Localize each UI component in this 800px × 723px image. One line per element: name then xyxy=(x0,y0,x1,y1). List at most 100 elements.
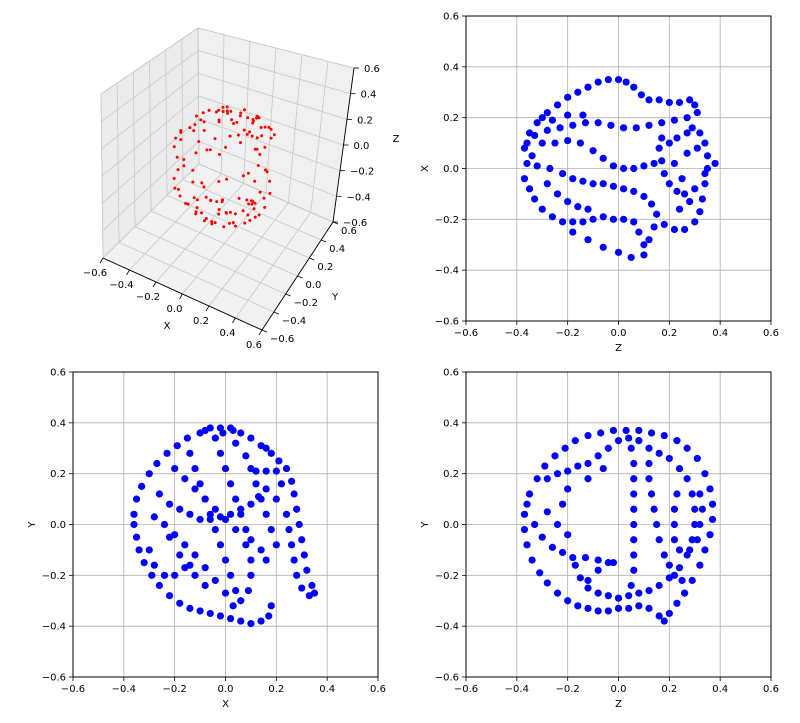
scatter-panel-top-right: −0.6−0.6 −0.4 −0.4 −0.2 −0.2 0.0 0.0 0.2 0.2 0.4 0… xyxy=(420,12,779,355)
data-point xyxy=(647,200,656,208)
data-point-3d xyxy=(235,120,239,124)
data-point xyxy=(635,602,643,610)
data-point xyxy=(140,559,148,567)
data-point xyxy=(548,116,557,124)
data-point xyxy=(625,592,633,600)
data-point xyxy=(293,505,301,513)
data-point xyxy=(155,581,164,590)
data-point xyxy=(655,449,663,457)
y-tick-label: −0.2 xyxy=(435,215,459,226)
data-point xyxy=(287,541,296,549)
data-point-3d xyxy=(263,125,267,129)
data-point xyxy=(257,546,265,554)
data-point xyxy=(630,520,638,529)
x-tick-label: 0.2 xyxy=(193,316,209,327)
y-tick-label: −0.4 xyxy=(435,622,459,633)
data-point xyxy=(267,602,275,610)
data-point xyxy=(686,197,694,206)
data-point xyxy=(262,510,270,518)
data-point xyxy=(221,464,230,473)
data-point xyxy=(531,520,539,529)
data-point xyxy=(604,607,612,615)
data-point xyxy=(640,162,648,170)
data-point-3d xyxy=(224,145,228,149)
data-point-3d xyxy=(226,111,230,115)
data-point-3d xyxy=(269,136,273,140)
data-point xyxy=(564,136,572,145)
axes-frame xyxy=(72,371,379,678)
data-point-3d xyxy=(245,198,249,202)
data-point xyxy=(237,505,245,513)
data-point xyxy=(546,164,554,173)
data-point xyxy=(630,490,638,498)
data-point-3d xyxy=(194,151,198,155)
data-point xyxy=(196,607,204,615)
data-point xyxy=(584,236,592,244)
data-point xyxy=(298,536,306,544)
data-point-3d xyxy=(253,201,257,205)
data-point xyxy=(640,251,648,259)
data-point xyxy=(277,480,286,488)
data-point xyxy=(701,139,709,147)
data-point xyxy=(665,98,673,107)
data-point-3d xyxy=(228,134,232,138)
data-point-3d xyxy=(256,164,260,168)
data-point-3d xyxy=(191,180,195,184)
data-point xyxy=(622,426,630,435)
y-tick-label: 0.0 xyxy=(50,520,66,531)
x-tick-label: −0.2 xyxy=(163,684,187,695)
data-point xyxy=(533,475,541,483)
data-point xyxy=(282,464,291,473)
data-point-3d xyxy=(202,219,206,223)
data-point-3d xyxy=(234,224,238,228)
grid3d-line xyxy=(101,50,199,122)
data-point xyxy=(247,571,255,579)
data-point xyxy=(221,589,230,597)
data-point-3d xyxy=(195,206,199,210)
data-point xyxy=(290,490,298,498)
data-point xyxy=(541,462,549,470)
y-tick xyxy=(332,221,339,225)
data-point xyxy=(622,78,630,86)
data-point xyxy=(569,121,577,129)
data-point xyxy=(163,449,171,457)
x-tick-label: −0.2 xyxy=(136,292,160,303)
data-point xyxy=(229,426,237,435)
data-point xyxy=(201,495,209,503)
data-point xyxy=(130,510,138,518)
x-tick-label: 0.6 xyxy=(370,684,386,695)
data-point-3d xyxy=(217,152,221,156)
data-point xyxy=(701,180,709,188)
data-point xyxy=(148,571,156,579)
data-point xyxy=(262,485,270,493)
data-point xyxy=(564,597,572,605)
data-point xyxy=(701,546,709,554)
data-point xyxy=(594,452,602,460)
x-tick-label: 0.2 xyxy=(661,684,677,695)
data-point xyxy=(574,602,582,610)
data-point xyxy=(569,175,577,183)
data-point xyxy=(708,500,717,508)
data-point-3d xyxy=(262,196,266,200)
data-point-3d xyxy=(182,158,186,162)
data-point xyxy=(599,154,607,162)
data-point-3d xyxy=(208,148,212,152)
data-point xyxy=(691,505,699,513)
y-tick-label: 0.0 xyxy=(306,280,322,291)
data-point xyxy=(186,449,194,457)
data-point xyxy=(627,253,635,262)
data-point xyxy=(599,243,607,251)
y-tick-label: −0.6 xyxy=(435,673,459,684)
data-point-3d xyxy=(200,211,204,215)
data-point xyxy=(564,93,572,101)
data-point xyxy=(703,152,712,160)
data-point xyxy=(272,467,280,475)
data-point-3d xyxy=(230,118,234,122)
y-axis-label: Y xyxy=(27,521,38,529)
data-point xyxy=(630,459,638,468)
data-point xyxy=(216,449,225,457)
data-point xyxy=(609,426,618,435)
data-point xyxy=(229,602,237,610)
data-point xyxy=(673,187,681,195)
data-point-3d xyxy=(242,108,246,112)
